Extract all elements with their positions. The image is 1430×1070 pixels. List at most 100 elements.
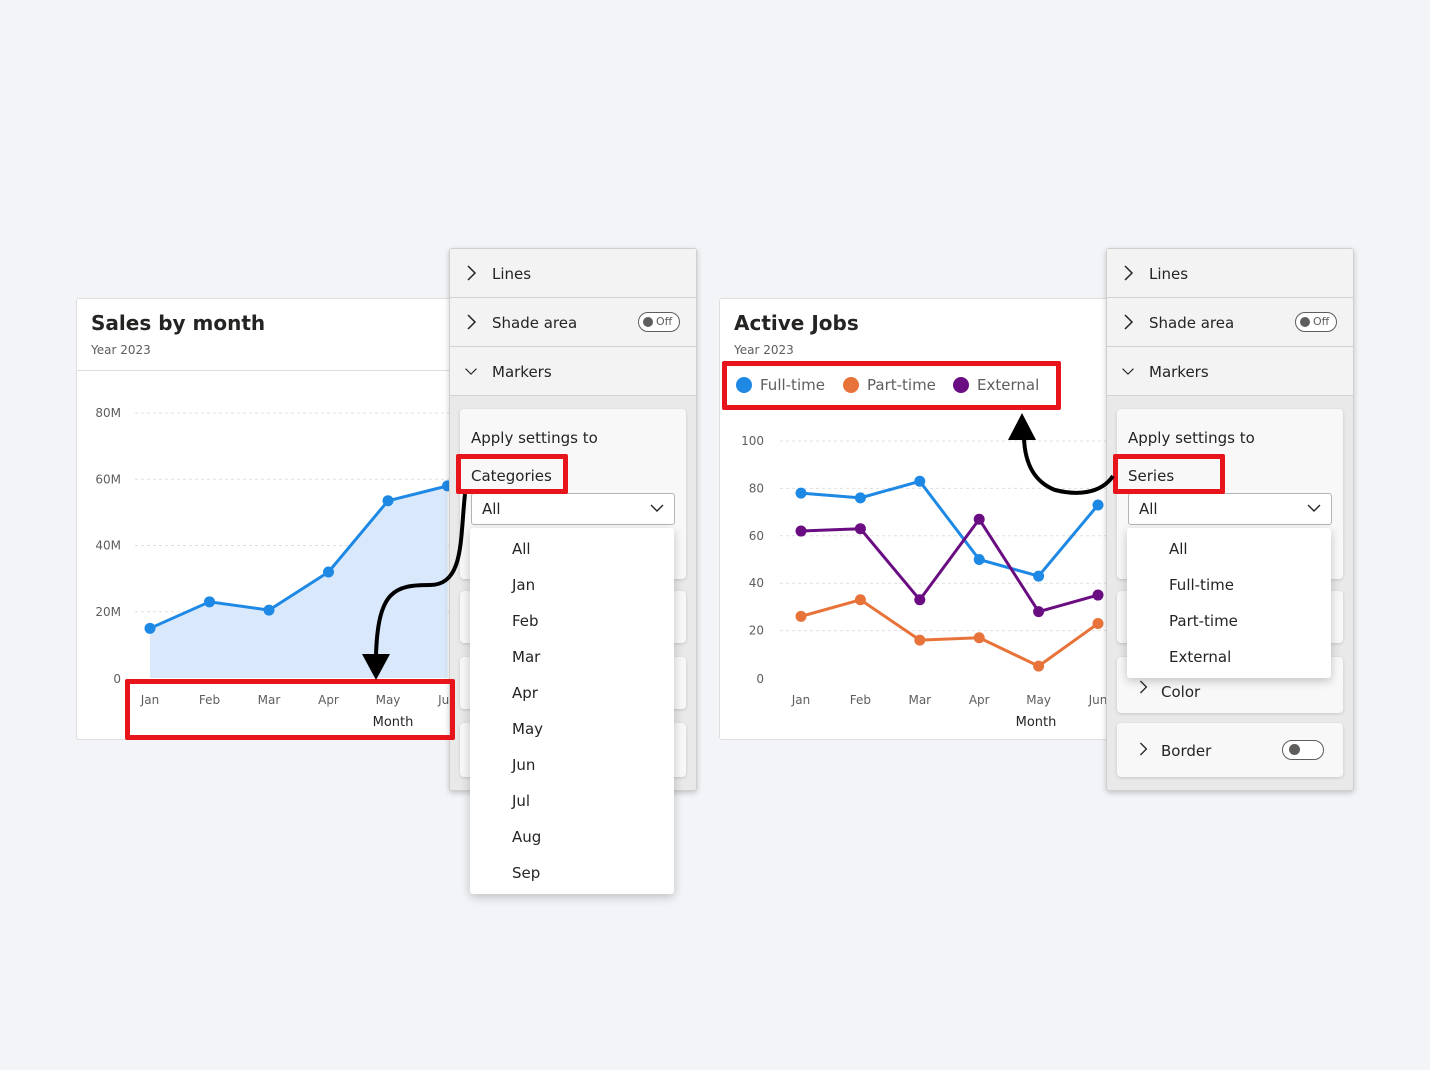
highlight-categories	[456, 454, 568, 494]
data-point	[973, 632, 985, 644]
border-label: Border	[1161, 742, 1212, 760]
chevron-right-icon	[467, 265, 477, 281]
apply-settings-target: Series	[1128, 467, 1175, 485]
x-axis-title: Month	[373, 715, 414, 730]
section-shade-area[interactable]: Shade area Off	[1107, 298, 1353, 347]
section-lines[interactable]: Lines	[450, 249, 696, 298]
data-point	[973, 513, 985, 525]
dropdown-option[interactable]: Full-time	[1169, 576, 1234, 594]
shade-area-toggle[interactable]: Off	[638, 312, 680, 332]
y-tick-label: 0	[756, 672, 764, 686]
data-point	[1033, 660, 1045, 672]
dropdown-option[interactable]: External	[1169, 648, 1232, 666]
data-point	[795, 487, 807, 499]
data-point	[144, 622, 156, 634]
toggle-state: Off	[656, 315, 673, 328]
active-jobs-card: Active Jobs Year 2023 0 20 40 60 80 100 Jan Feb…	[719, 298, 1113, 740]
data-point	[1092, 589, 1104, 601]
dropdown-option[interactable]: Apr	[512, 684, 538, 702]
section-label: Markers	[1149, 363, 1209, 381]
data-point	[854, 594, 866, 606]
dropdown-option[interactable]: Jul	[512, 792, 531, 810]
data-point	[263, 604, 275, 616]
apply-settings-select[interactable]: All	[1128, 493, 1332, 525]
chevron-right-icon	[1124, 265, 1134, 281]
apply-settings-label: Apply settings to	[471, 429, 598, 447]
sales-chart-card: Sales by month Year 2023 0 20M 40M 60M 80M Ja…	[76, 298, 468, 740]
apply-settings-select[interactable]: All	[471, 493, 675, 525]
chevron-down-icon	[1122, 368, 1134, 375]
select-value: All	[482, 500, 501, 518]
series-dropdown-list: All Full-time Part-time External	[1127, 528, 1331, 678]
data-point	[914, 475, 926, 487]
arrowhead-left	[362, 654, 390, 680]
y-tick-label: 80M	[95, 406, 121, 420]
dropdown-option[interactable]: Jun	[512, 756, 536, 774]
border-toggle[interactable]	[1282, 740, 1324, 760]
x-tick-label: Mar	[908, 693, 931, 707]
section-label: Shade area	[1149, 314, 1235, 332]
legend-label: Full-time	[760, 376, 825, 394]
data-point	[854, 492, 866, 504]
dropdown-option[interactable]: Mar	[512, 648, 541, 666]
dropdown-option[interactable]: Sep	[512, 864, 541, 882]
data-point	[1033, 606, 1045, 618]
chart-subtitle: Year 2023	[91, 343, 151, 357]
dropdown-option[interactable]: All	[1169, 540, 1188, 558]
x-tick-label: Jun	[1088, 693, 1108, 707]
x-tick-label: Apr	[969, 693, 990, 707]
y-tick-label: 60M	[95, 472, 121, 486]
dropdown-option[interactable]: Part-time	[1169, 612, 1238, 630]
dropdown-option[interactable]: Jan	[512, 576, 536, 594]
data-point	[854, 523, 866, 535]
dropdown-option[interactable]: All	[512, 540, 531, 558]
data-point	[795, 525, 807, 537]
section-label: Lines	[1149, 265, 1189, 283]
select-value: All	[1139, 500, 1158, 518]
highlight-x-axis	[125, 679, 455, 740]
dropdown-option[interactable]: Aug	[512, 828, 542, 846]
annotation-arrow-left	[374, 493, 467, 656]
chevron-right-icon	[467, 314, 477, 330]
y-tick-label: 40	[749, 576, 764, 590]
section-lines[interactable]: Lines	[1107, 249, 1353, 298]
border-card[interactable]: Border	[1117, 723, 1343, 777]
x-tick-label: Feb	[199, 693, 220, 707]
dropdown-option[interactable]: Feb	[512, 612, 539, 630]
data-point	[795, 610, 807, 622]
y-tick-label: 20	[749, 624, 764, 638]
arrowhead-right	[1008, 413, 1036, 440]
chevron-right-icon	[1139, 742, 1148, 756]
section-markers[interactable]: Markers	[1107, 347, 1353, 396]
x-tick-label: Jan	[140, 693, 160, 707]
chevron-right-icon	[1139, 680, 1148, 694]
shaded-area	[150, 485, 448, 678]
y-tick-label: 60	[749, 529, 764, 543]
chevron-down-icon	[650, 504, 664, 512]
legend-dot	[953, 377, 969, 393]
card-divider	[77, 370, 467, 371]
legend-label: Part-time	[867, 376, 936, 394]
dropdown-option[interactable]: May	[512, 720, 544, 738]
y-tick-label: 40M	[95, 539, 121, 553]
apply-settings-label: Apply settings to	[1128, 429, 1255, 447]
toggle-state: Off	[1313, 315, 1330, 328]
apply-settings-target: Categories	[471, 467, 552, 485]
section-shade-area[interactable]: Shade area Off	[450, 298, 696, 347]
chart-title: Sales by month	[91, 311, 266, 335]
x-tick-label: May	[1026, 693, 1051, 707]
highlight-legend	[722, 361, 1061, 410]
x-tick-label: May	[376, 693, 401, 707]
data-point	[323, 566, 334, 578]
chevron-down-icon	[1307, 504, 1321, 512]
x-tick-label: Mar	[258, 693, 281, 707]
color-label: Color	[1161, 683, 1201, 701]
series-line	[800, 517, 1099, 614]
data-point	[1092, 617, 1104, 629]
chevron-right-icon	[1124, 314, 1134, 330]
legend-dot	[843, 377, 859, 393]
section-markers[interactable]: Markers	[450, 347, 696, 396]
shade-area-toggle[interactable]: Off	[1295, 312, 1337, 332]
